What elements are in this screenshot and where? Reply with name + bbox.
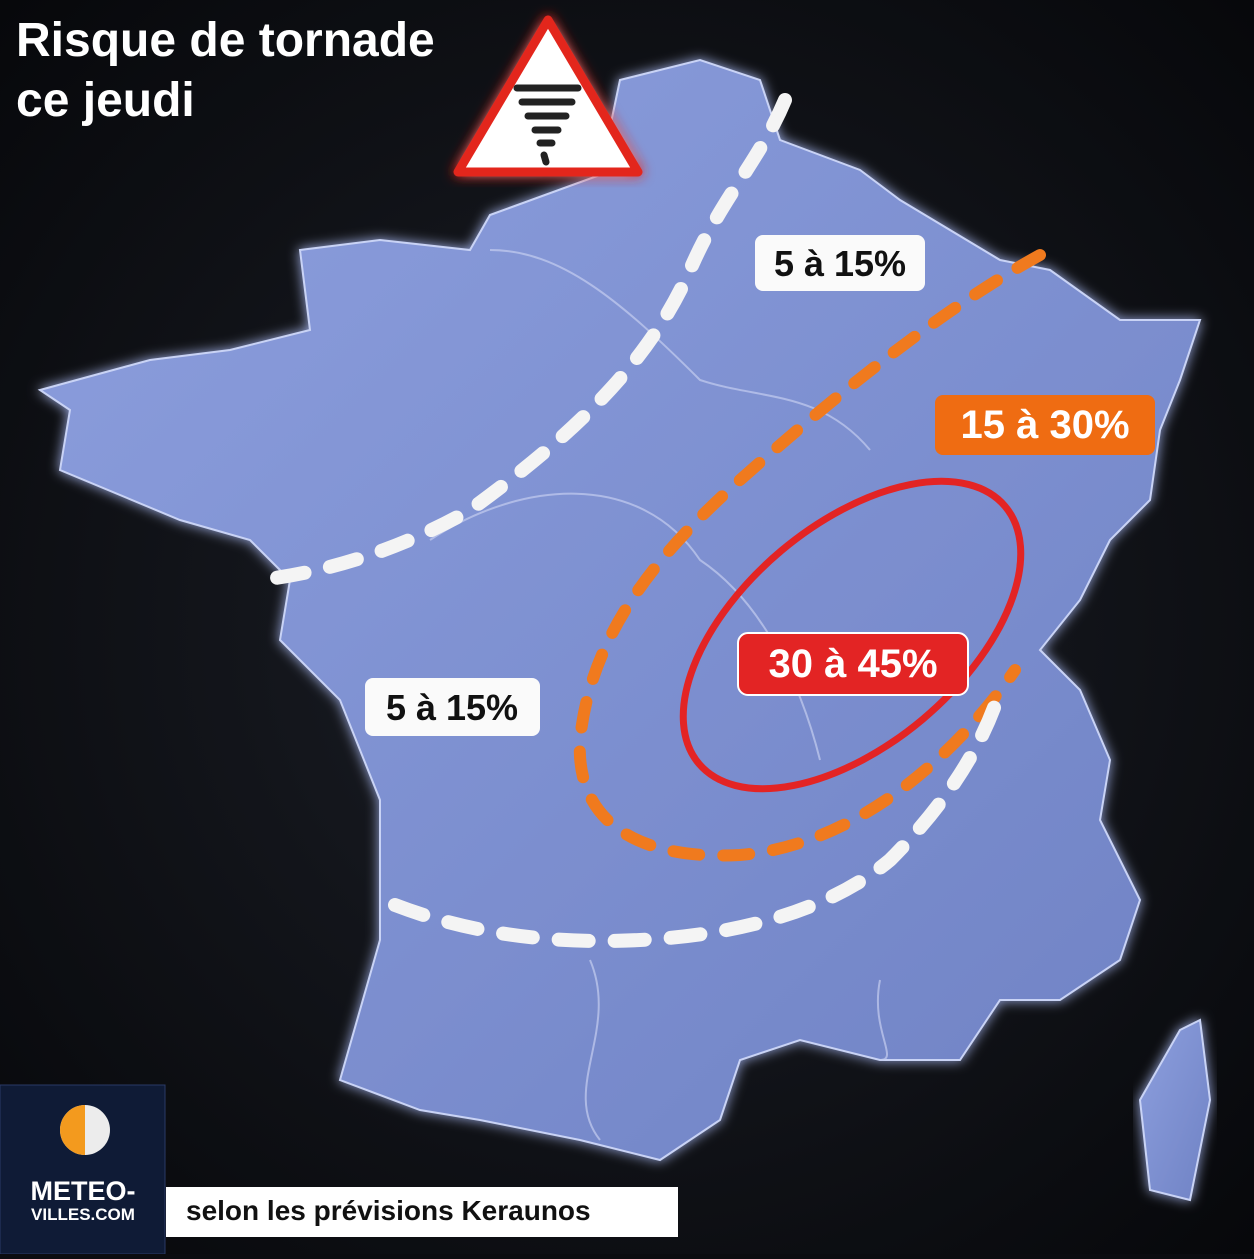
zone-label-box: 15 à 30% bbox=[935, 395, 1155, 455]
logo-half bbox=[60, 1105, 85, 1155]
zone-label: 15 à 30% bbox=[960, 403, 1129, 447]
logo-text: VILLES.COM bbox=[31, 1205, 135, 1224]
zone-label-box: 30 à 45% bbox=[737, 632, 969, 696]
source: selon les prévisions Keraunos bbox=[186, 1195, 591, 1226]
title-line: Risque de tornade bbox=[16, 14, 435, 67]
zone-label-box: 5 à 15% bbox=[755, 235, 925, 291]
label-box bbox=[365, 678, 540, 736]
source-box bbox=[166, 1187, 678, 1237]
logo: METEO- VILLES.COM bbox=[0, 1084, 166, 1255]
zone-boundary-red bbox=[679, 477, 1025, 793]
warning-sign bbox=[453, 15, 643, 177]
zone-boundary-north bbox=[268, 93, 792, 585]
zone-label: 5 à 15% bbox=[774, 243, 906, 284]
logo-text: METEO- bbox=[31, 1176, 136, 1206]
label-box bbox=[935, 395, 1155, 455]
title-line: ce jeudi bbox=[16, 74, 195, 127]
corsica bbox=[1138, 1018, 1212, 1202]
zone-label: 5 à 15% bbox=[386, 687, 518, 728]
label-box bbox=[755, 235, 925, 291]
zone-label: 30 à 45% bbox=[768, 642, 937, 686]
label-box bbox=[737, 632, 969, 696]
zone-boundary-south bbox=[388, 683, 1007, 948]
zone-label-box: 5 à 15% bbox=[365, 678, 540, 736]
